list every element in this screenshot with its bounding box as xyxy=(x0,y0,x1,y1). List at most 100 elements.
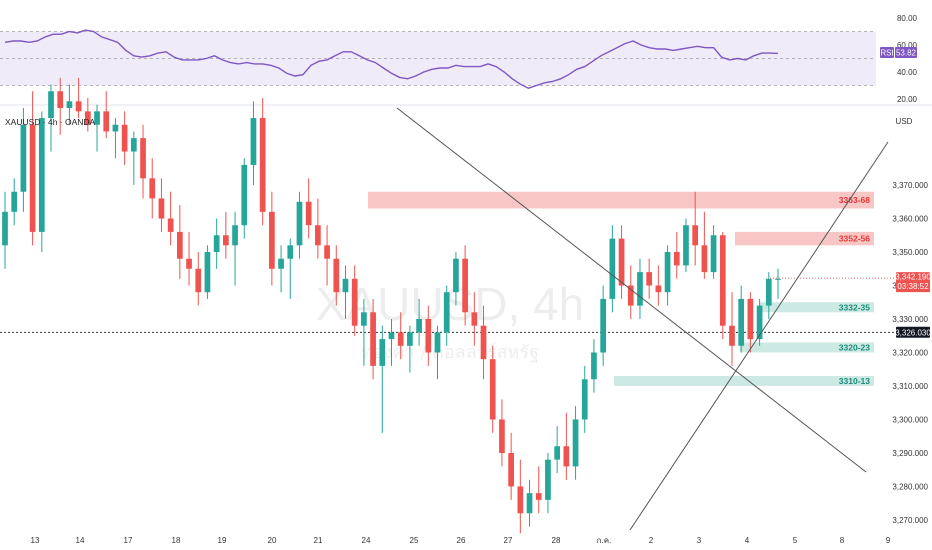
price-tick-label: 3,310.000 xyxy=(892,382,928,391)
candle-body xyxy=(66,101,73,108)
candle-body xyxy=(278,258,284,269)
current-price-tag: 3,342.190 03:38:52 xyxy=(895,272,931,293)
time-tick-label: 9 xyxy=(886,536,891,545)
time-tick-label: 14 xyxy=(76,536,85,545)
candle-body xyxy=(508,452,514,487)
time-tick-label: 25 xyxy=(410,536,419,545)
price-tick-label: 3,270.000 xyxy=(892,516,928,525)
candle-body xyxy=(397,332,404,346)
candle-body xyxy=(655,285,662,293)
candle-body xyxy=(324,245,330,259)
candle-body xyxy=(747,298,754,340)
price-zones: 3363-68 3352-56 3332-35 3320-23 3310-13 xyxy=(368,191,874,386)
candle-body xyxy=(20,124,27,192)
candle-body xyxy=(158,198,165,219)
rsi-value-label: 53.82 xyxy=(896,49,917,58)
candle-body xyxy=(756,305,763,340)
price-tick-label: 3,290.000 xyxy=(892,449,928,458)
price-pane: XAUUSD, 4h ทองคำ / ดอลลาร์สหรัฐ 3363-683… xyxy=(0,77,931,534)
descending-trendline xyxy=(396,107,867,473)
candle-body xyxy=(241,164,248,226)
candle-body xyxy=(517,486,524,514)
candle-body xyxy=(443,292,450,333)
candle-body xyxy=(370,312,376,366)
time-axis: 13 14 17 18 19 20 21 24 25 26 27 28 ก.ค. 2 3 4 5 8 9 xyxy=(31,536,891,545)
candle-body xyxy=(471,312,478,326)
price-tick-label: 3,350.000 xyxy=(892,248,928,257)
time-tick-label: 8 xyxy=(840,536,845,545)
zone-label: 3352-56 xyxy=(839,234,870,244)
rsi-legend-label: RSI xyxy=(880,49,893,58)
candle-body xyxy=(186,258,192,269)
candle-body xyxy=(333,258,340,293)
candle-body xyxy=(84,111,91,125)
countdown-label: 03:38:52 xyxy=(897,282,929,291)
price-tick-label: 3,320.000 xyxy=(892,348,928,357)
candle-body xyxy=(130,138,137,152)
time-tick-label: 26 xyxy=(457,536,466,545)
candle-body xyxy=(499,419,505,453)
price-tick-label: 3,370.000 xyxy=(892,181,928,190)
candle-body xyxy=(103,111,110,132)
rsi-tick-label: 80.00 xyxy=(897,14,918,23)
candle-body xyxy=(729,325,735,346)
time-tick-label: 20 xyxy=(268,536,277,545)
price-tick-label: 3,280.000 xyxy=(892,482,928,491)
candle-body xyxy=(351,278,358,326)
candle-body xyxy=(48,91,54,119)
watermark-symbol: XAUUSD, 4h xyxy=(316,278,584,330)
candle-body xyxy=(554,446,560,460)
price-zone xyxy=(760,302,874,313)
price-zone xyxy=(368,191,874,209)
zone-label: 3310-13 xyxy=(839,376,870,386)
rsi-axis: 80.00 60.00 40.00 20.00 xyxy=(897,14,918,104)
zone-label: 3320-23 xyxy=(839,342,870,352)
candle-body xyxy=(57,91,64,108)
candle-body xyxy=(710,235,717,273)
candle-body xyxy=(250,118,257,165)
candle-body xyxy=(738,298,745,346)
candle-body xyxy=(526,493,533,514)
candle-body xyxy=(646,272,653,286)
rsi-legend: RSI 53.82 xyxy=(880,47,917,58)
zone-label: 3363-68 xyxy=(839,195,870,205)
candle-body xyxy=(535,493,542,500)
candle-body xyxy=(609,238,616,299)
candle-body xyxy=(627,285,634,306)
candle-body xyxy=(591,352,597,380)
candle-body xyxy=(618,238,625,286)
time-tick-label: 13 xyxy=(31,536,40,545)
candle-body xyxy=(701,245,708,273)
candle-body xyxy=(176,231,183,259)
candle-body xyxy=(407,332,413,346)
candle-body xyxy=(315,225,321,246)
candle-body xyxy=(2,211,8,246)
candle-body xyxy=(600,298,607,353)
candle-body xyxy=(637,272,643,306)
candle-body xyxy=(11,191,18,212)
currency-label: USD xyxy=(896,117,913,126)
candle-body xyxy=(581,379,588,420)
candlesticks xyxy=(2,77,896,534)
candle-body xyxy=(673,252,680,266)
candle-body xyxy=(94,111,100,125)
time-tick-label: 5 xyxy=(793,536,798,545)
price-zone xyxy=(735,231,874,246)
candle-body xyxy=(462,258,468,313)
candle-body xyxy=(572,419,579,467)
candle-body xyxy=(683,225,689,266)
time-tick-label: 2 xyxy=(649,536,654,545)
candle-body xyxy=(121,124,128,152)
candle-body xyxy=(296,201,303,246)
candle-body xyxy=(719,235,726,326)
rsi-tick-label: 40.00 xyxy=(897,68,918,77)
time-tick-label: 17 xyxy=(124,536,133,545)
candle-body xyxy=(342,278,349,293)
candle-body xyxy=(204,252,211,293)
rsi-pane: 80.00 60.00 40.00 20.00 RSI 53.82 xyxy=(0,14,918,104)
ascending-trendline xyxy=(629,141,889,531)
candle-body xyxy=(29,124,36,232)
candle-body xyxy=(563,446,570,467)
candle-body xyxy=(664,252,671,293)
